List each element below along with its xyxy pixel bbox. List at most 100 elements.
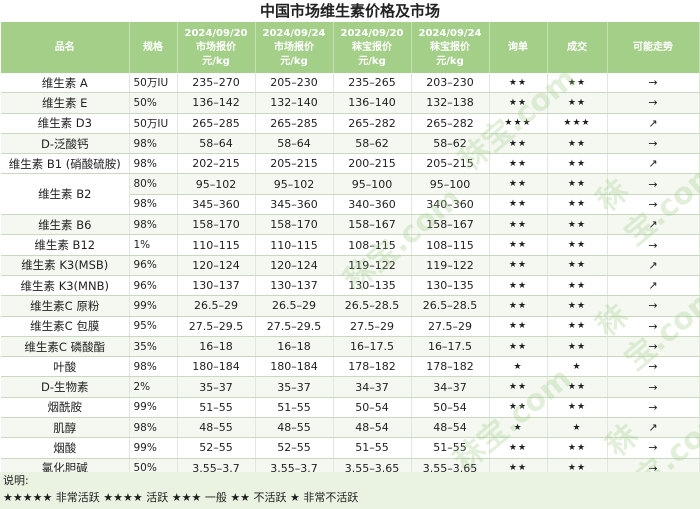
cell-p4: 51–55 <box>411 437 490 459</box>
cell-spec: 35% <box>129 336 178 358</box>
legend-label: 说明: <box>3 474 29 487</box>
cell-trend: → <box>607 295 700 317</box>
cell-deal: ★★ <box>547 295 608 317</box>
cell-inquiry: ★★ <box>489 194 548 216</box>
cell-p1: 51–55 <box>177 397 256 419</box>
cell-p1: 158–170 <box>177 214 256 236</box>
cell-p2: 120–124 <box>255 255 334 276</box>
header-inquiry: 询单 <box>489 22 548 73</box>
cell-p4: 203–230 <box>411 73 490 94</box>
header-market-price-0924: 2024/09/24 市场报价 元/kg <box>255 22 334 73</box>
cell-spec: 98% <box>129 417 178 439</box>
cell-spec: 98% <box>129 356 178 378</box>
cell-p4: 119–122 <box>411 255 490 276</box>
cell-inquiry: ★★★ <box>489 113 548 134</box>
header-name: 品名 <box>1 22 130 73</box>
cell-p3: 108–115 <box>333 234 412 256</box>
cell-spec: 2% <box>129 376 178 398</box>
cell-p1: 120–124 <box>177 255 256 276</box>
cell-trend: → <box>607 356 700 378</box>
cell-p4: 130–135 <box>411 275 490 297</box>
cell-deal: ★★ <box>547 437 608 459</box>
table-row: 叶酸 98% 180–184 180–184 178–182 178–182 ★ ★ → <box>1 356 700 378</box>
cell-p3: 26.5–28.5 <box>333 295 412 317</box>
product-name: 维生素 B6 <box>1 214 130 236</box>
cell-p2: 95–102 <box>255 173 334 195</box>
cell-deal: ★★ <box>547 153 608 175</box>
cell-trend: ↗ <box>607 214 700 236</box>
product-name: 维生素 K3(MNB) <box>1 275 130 297</box>
header-market-price-0920: 2024/09/20 市场报价 元/kg <box>177 22 256 73</box>
cell-p1: 35–37 <box>177 376 256 398</box>
product-name: 维生素 B2 <box>1 173 130 216</box>
cell-p1: 16–18 <box>177 336 256 358</box>
table-row: 维生素 B2 80% 95–102 95–102 95–100 95–100 ★★ ★★ → <box>1 173 700 216</box>
table-row: 维生素 K3(MSB) 96% 120–124 120–124 119–122 119–1… <box>1 255 700 276</box>
cell-trend: ↗ <box>607 113 700 134</box>
cell-p2: 345–360 <box>255 194 334 216</box>
cell-deal: ★★ <box>547 397 608 419</box>
cell-spec: 98% <box>129 153 178 175</box>
cell-deal: ★★ <box>547 275 608 297</box>
cell-inquiry: ★★ <box>489 133 548 155</box>
cell-inquiry: ★★ <box>489 234 548 256</box>
cell-p3: 95–100 <box>333 173 412 195</box>
cell-trend: → <box>607 234 700 256</box>
cell-p4: 95–100 <box>411 173 490 195</box>
table-row: 维生素 B1 (硝酸硫胺) 98% 202–215 205–215 200–215 205… <box>1 153 700 175</box>
product-name: D-泛酸钙 <box>1 133 130 155</box>
product-name: 维生素C 包膜 <box>1 316 130 337</box>
cell-trend: → <box>607 316 700 337</box>
cell-p2: 48–55 <box>255 417 334 439</box>
cell-spec: 50万IU <box>129 113 178 134</box>
cell-p2: 180–184 <box>255 356 334 378</box>
cell-spec: 99% <box>129 295 178 317</box>
product-name: 维生素 K3(MSB) <box>1 255 130 276</box>
cell-p3: 34–37 <box>333 376 412 398</box>
cell-p3: 58–62 <box>333 133 412 155</box>
cell-p1: 180–184 <box>177 356 256 378</box>
table-row: 维生素C 包膜 95% 27.5–29.5 27.5–29.5 27.5–29 27.5–… <box>1 316 700 337</box>
cell-p3: 119–122 <box>333 255 412 276</box>
cell-inquiry: ★★ <box>489 153 548 175</box>
cell-p1: 136–142 <box>177 92 256 114</box>
legend-text: ★★★★★ 非常活跃 ★★★★ 活跃 ★★★ 一般 ★★ 不活跃 ★ 非常不活跃 <box>3 491 359 504</box>
cell-p3: 27.5–29 <box>333 316 412 337</box>
legend-box: 说明: ★★★★★ 非常活跃 ★★★★ 活跃 ★★★ 一般 ★★ 不活跃 ★ 非… <box>0 472 700 509</box>
cell-p3: 16–17.5 <box>333 336 412 358</box>
product-name: 维生素 B1 (硝酸硫胺) <box>1 153 130 175</box>
cell-p1: 52–55 <box>177 437 256 459</box>
cell-trend: → <box>607 437 700 459</box>
cell-p1: 26.5–29 <box>177 295 256 317</box>
header-mobao-price-0920: 2024/09/20 秣宝报价 元/kg <box>333 22 412 73</box>
cell-deal: ★★ <box>547 173 608 195</box>
cell-p3: 178–182 <box>333 356 412 378</box>
header-deal: 成交 <box>547 22 608 73</box>
table-row: 维生素 A 50万IU 235–270 205–230 235–265 203–230 ★★… <box>1 73 700 94</box>
cell-p3: 51–55 <box>333 437 412 459</box>
table-row: 维生素 D3 50万IU 265–285 265–285 265–282 265–282 ★… <box>1 113 700 134</box>
cell-spec: 98% <box>129 133 178 155</box>
cell-inquiry: ★★ <box>489 92 548 114</box>
cell-p2: 110–115 <box>255 234 334 256</box>
cell-p4: 50–54 <box>411 397 490 419</box>
cell-p2: 205–230 <box>255 73 334 94</box>
cell-trend: ↗ <box>607 255 700 276</box>
cell-inquiry: ★★ <box>489 295 548 317</box>
cell-p2: 132–140 <box>255 92 334 114</box>
cell-trend: → <box>607 73 700 94</box>
cell-spec: 99% <box>129 397 178 419</box>
cell-p4: 26.5–28.5 <box>411 295 490 317</box>
cell-p4: 27.5–29 <box>411 316 490 337</box>
product-name: 维生素 E <box>1 92 130 114</box>
cell-trend: → <box>607 92 700 114</box>
cell-spec: 1% <box>129 234 178 256</box>
cell-spec: 95% <box>129 316 178 337</box>
cell-deal: ★★ <box>547 133 608 155</box>
cell-trend: → <box>607 173 700 195</box>
cell-inquiry: ★★ <box>489 275 548 297</box>
product-name: 维生素 A <box>1 73 130 94</box>
table-row: 烟酸 99% 52–55 52–55 51–55 51–55 ★★ ★★ → <box>1 437 700 459</box>
cell-trend: → <box>607 336 700 358</box>
cell-deal: ★★ <box>547 234 608 256</box>
